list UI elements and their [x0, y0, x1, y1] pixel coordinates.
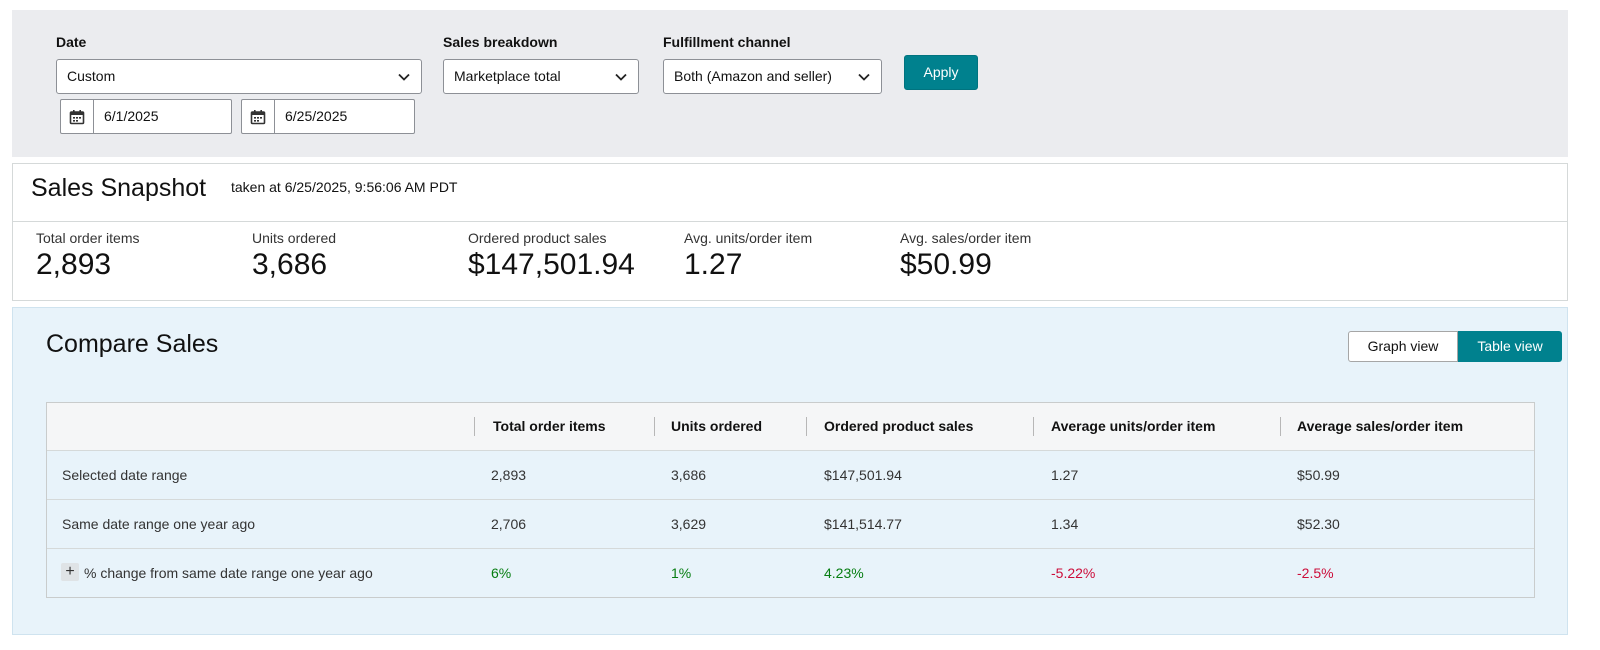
- date-label: Date: [56, 34, 87, 50]
- snapshot-timestamp: taken at 6/25/2025, 9:56:06 AM PDT: [231, 179, 458, 195]
- metric-units-ordered: Units ordered 3,686: [252, 230, 336, 282]
- metric-value: 2,893: [36, 248, 112, 281]
- column-header: Units ordered: [671, 418, 763, 434]
- compare-sales-panel: Compare Sales Graph view Table view Tota…: [12, 307, 1568, 635]
- chevron-down-icon: [615, 73, 627, 81]
- filter-bar: Date Custom 6/1/2025 6/25/2025 Sales bre…: [12, 10, 1568, 157]
- sales-breakdown-value: Marketplace total: [454, 68, 561, 84]
- table-cell: $141,514.77: [824, 516, 902, 532]
- metric-label: Avg. sales/order item: [900, 230, 1032, 246]
- chevron-down-icon: [398, 73, 410, 81]
- snapshot-header: Sales Snapshot taken at 6/25/2025, 9:56:…: [13, 164, 1567, 222]
- row-label: Selected date range: [62, 467, 188, 483]
- table-cell: 2,893: [491, 467, 527, 483]
- metric-ordered-product-sales: Ordered product sales $147,501.94: [468, 230, 635, 282]
- metric-label: Avg. units/order item: [684, 230, 813, 246]
- table-cell-positive: 1%: [671, 565, 692, 581]
- metric-avg-sales-per-order-item: Avg. sales/order item $50.99: [900, 230, 1031, 282]
- column-header: Total order items: [493, 418, 606, 434]
- calendar-icon[interactable]: [61, 100, 94, 133]
- table-cell: 1.27: [1051, 467, 1079, 483]
- fulfillment-channel-select[interactable]: Both (Amazon and seller): [663, 59, 882, 94]
- column-divider: [654, 417, 655, 436]
- table-header: Total order items Units ordered Ordered …: [47, 403, 1534, 451]
- table-cell-negative: -2.5%: [1297, 565, 1334, 581]
- start-date-field[interactable]: 6/1/2025: [60, 99, 232, 134]
- table-cell-negative: -5.22%: [1051, 565, 1096, 581]
- compare-sales-table: Total order items Units ordered Ordered …: [46, 402, 1535, 598]
- end-date-field[interactable]: 6/25/2025: [241, 99, 415, 134]
- column-header: Average sales/order item: [1297, 418, 1464, 434]
- metric-label: Total order items: [36, 230, 140, 246]
- table-cell: 3,629: [671, 516, 707, 532]
- plus-icon[interactable]: +: [61, 563, 79, 581]
- table-cell-positive: 6%: [491, 565, 512, 581]
- metric-value: $50.99: [900, 248, 992, 281]
- date-range-select[interactable]: Custom: [56, 59, 422, 94]
- metric-value: $147,501.94: [468, 248, 635, 281]
- date-range-value: Custom: [67, 68, 116, 84]
- table-row-percent-change: + % change from same date range one year…: [47, 549, 1534, 598]
- metric-value: 3,686: [252, 248, 328, 281]
- fulfillment-channel-value: Both (Amazon and seller): [674, 68, 832, 84]
- table-cell: 2,706: [491, 516, 527, 532]
- compare-sales-title: Compare Sales: [46, 330, 219, 358]
- calendar-icon[interactable]: [242, 100, 275, 133]
- table-view-button[interactable]: Table view: [1458, 331, 1562, 362]
- sales-breakdown-select[interactable]: Marketplace total: [443, 59, 639, 94]
- snapshot-title: Sales Snapshot: [31, 174, 207, 202]
- column-header: Ordered product sales: [824, 418, 974, 434]
- graph-view-button[interactable]: Graph view: [1348, 331, 1458, 362]
- view-toggle: Graph view Table view: [1348, 331, 1562, 362]
- table-cell: $52.30: [1297, 516, 1340, 532]
- table-cell: $147,501.94: [824, 467, 902, 483]
- sales-breakdown-label: Sales breakdown: [443, 34, 558, 50]
- metric-value: 1.27: [684, 248, 743, 281]
- metric-label: Ordered product sales: [468, 230, 607, 246]
- table-cell: 1.34: [1051, 516, 1079, 532]
- table-cell: $50.99: [1297, 467, 1340, 483]
- column-divider: [474, 417, 475, 436]
- apply-button[interactable]: Apply: [904, 55, 978, 90]
- sales-snapshot-panel: Sales Snapshot taken at 6/25/2025, 9:56:…: [12, 163, 1568, 301]
- table-cell: 3,686: [671, 467, 707, 483]
- row-label: Same date range one year ago: [62, 516, 256, 532]
- column-divider: [1033, 417, 1034, 436]
- column-divider: [806, 417, 807, 436]
- row-label: % change from same date range one year a…: [84, 565, 373, 581]
- table-row: Same date range one year ago 2,706 3,629…: [47, 500, 1534, 549]
- fulfillment-channel-label: Fulfillment channel: [663, 34, 791, 50]
- table-cell-positive: 4.23%: [824, 565, 864, 581]
- metric-avg-units-per-order-item: Avg. units/order item 1.27: [684, 230, 812, 282]
- column-header: Average units/order item: [1051, 418, 1216, 434]
- start-date-value: 6/1/2025: [104, 108, 159, 124]
- column-divider: [1280, 417, 1281, 436]
- table-row: Selected date range 2,893 3,686 $147,501…: [47, 451, 1534, 500]
- chevron-down-icon: [858, 73, 870, 81]
- metric-total-order-items: Total order items 2,893: [36, 230, 139, 282]
- end-date-value: 6/25/2025: [285, 108, 348, 124]
- metric-label: Units ordered: [252, 230, 337, 246]
